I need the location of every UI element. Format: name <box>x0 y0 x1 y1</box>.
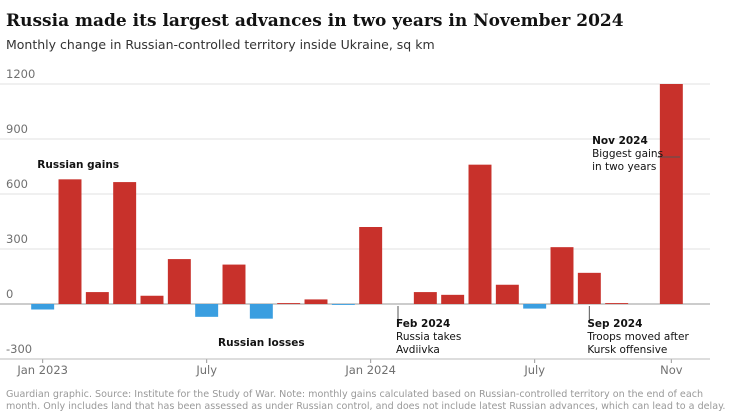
annotation-text: Russia takes <box>396 331 461 343</box>
bar <box>659 84 683 304</box>
bar <box>31 304 55 310</box>
bar <box>222 264 246 304</box>
y-tick-label: 1200 <box>6 67 35 81</box>
bar <box>167 259 191 304</box>
bar <box>441 294 465 304</box>
bar <box>85 292 109 304</box>
bar <box>249 304 273 319</box>
bar <box>331 304 355 305</box>
bar <box>140 295 164 304</box>
x-tick-label: Nov <box>660 363 683 377</box>
y-tick-label: 600 <box>6 177 28 191</box>
bar <box>468 164 492 304</box>
bar <box>577 272 601 304</box>
annotation-text: Avdiivka <box>396 344 440 356</box>
chart-subtitle: Monthly change in Russian-controlled ter… <box>6 37 435 52</box>
bar <box>523 304 547 309</box>
annotation-text: Biggest gains <box>592 148 663 160</box>
x-tick-label: July <box>523 363 545 377</box>
y-tick-label: 300 <box>6 232 28 246</box>
bar <box>359 227 383 304</box>
bar <box>113 182 137 304</box>
annotation-text: Troops moved after <box>586 331 689 343</box>
annotation-text: in two years <box>592 161 656 173</box>
x-tick-label: July <box>195 363 217 377</box>
bar <box>495 284 519 304</box>
chart-title: Russia made its largest advances in two … <box>6 11 624 31</box>
y-tick-label: -300 <box>6 342 32 356</box>
y-tick-label: 0 <box>6 287 13 301</box>
annotation-text: Nov 2024 <box>592 135 648 147</box>
bar <box>550 247 574 304</box>
x-tick-label: Jan 2024 <box>344 363 396 377</box>
x-tick-label: Jan 2023 <box>16 363 68 377</box>
bar <box>605 303 629 304</box>
bar <box>195 304 219 317</box>
annotation-text: Kursk offensive <box>587 344 667 356</box>
annotation-text: Sep 2024 <box>587 318 642 330</box>
bar <box>413 292 437 304</box>
annotation-text: Feb 2024 <box>396 318 450 330</box>
gains-label: Russian gains <box>37 159 119 171</box>
chart: Russia made its largest advances in two … <box>0 11 710 377</box>
bar <box>277 303 301 304</box>
y-tick-label: 900 <box>6 122 28 136</box>
bar <box>58 179 82 304</box>
source-note: Guardian graphic. Source: Institute for … <box>6 389 726 412</box>
losses-label: Russian losses <box>218 337 305 349</box>
bar <box>304 299 328 304</box>
